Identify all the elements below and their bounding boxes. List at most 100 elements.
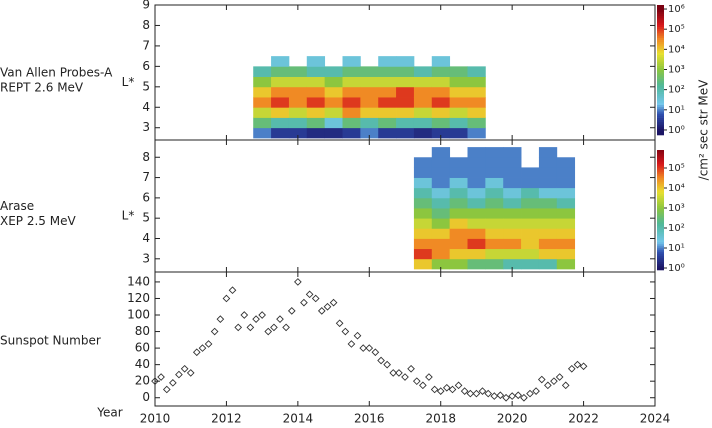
- heatmap-cell: [449, 177, 468, 189]
- colorbar-swatch: [657, 158, 664, 161]
- colorbar-tick-label: 10²: [668, 85, 685, 96]
- data-point: [258, 311, 266, 319]
- heatmap-cell: [378, 76, 397, 88]
- colorbar-swatch: [657, 22, 664, 25]
- heatmap-cell: [467, 147, 486, 158]
- heatmap-cell: [413, 228, 433, 239]
- colorbar-swatch: [657, 33, 664, 36]
- data-point: [436, 387, 445, 395]
- colorbar-swatch: [657, 256, 664, 259]
- heatmap-cell: [449, 97, 468, 108]
- heatmap-cell: [431, 86, 451, 98]
- colorbar-swatch: [657, 5, 664, 8]
- y-tick-label: 5: [142, 79, 150, 93]
- heatmap-cell: [413, 218, 433, 229]
- panel-frame: [154, 139, 656, 273]
- colorbar-swatch: [657, 198, 664, 201]
- heatmap-cell: [271, 107, 290, 118]
- colorbar-swatch: [657, 224, 664, 227]
- y-axis-label: L*: [122, 209, 135, 223]
- x-tick-label: 2016: [354, 412, 385, 425]
- heatmap-cell: [253, 127, 272, 139]
- colorbar-swatch: [657, 212, 664, 215]
- heatmap-cell: [378, 86, 397, 98]
- heatmap-cell: [413, 197, 433, 209]
- colorbar-swatch: [657, 39, 664, 43]
- heatmap-cell: [449, 167, 468, 178]
- heatmap-cell: [467, 107, 486, 118]
- heatmap-cell: [431, 167, 451, 178]
- colorbar-swatch: [657, 46, 664, 49]
- heatmap-cell: [413, 187, 433, 199]
- data-point: [526, 389, 534, 398]
- heatmap-cell: [449, 208, 468, 219]
- colorbar-label: /cm² sec str MeV: [697, 79, 711, 180]
- data-point: [335, 319, 344, 328]
- colorbar-swatch: [657, 164, 664, 167]
- data-point: [228, 286, 237, 295]
- heatmap-cell: [467, 197, 486, 209]
- heatmap-cell: [360, 127, 379, 139]
- heatmap-cell: [503, 177, 522, 189]
- colorbar-tick-label: 10⁴: [668, 183, 685, 194]
- heatmap-cell: [253, 86, 272, 98]
- colorbar-swatch: [657, 102, 664, 105]
- colorbar-swatch: [657, 119, 664, 123]
- heatmap-cell: [503, 187, 522, 199]
- heatmap-cell: [449, 197, 468, 209]
- data-point: [198, 344, 207, 352]
- heatmap-cell: [431, 117, 451, 129]
- heatmap-cell: [431, 228, 451, 239]
- heatmap-cell: [413, 208, 433, 219]
- data-point: [287, 307, 296, 315]
- data-point: [341, 327, 350, 336]
- colorbar-swatch: [657, 260, 664, 263]
- data-point: [169, 379, 177, 387]
- colorbar-swatch: [657, 15, 664, 19]
- heatmap-cell: [485, 258, 504, 270]
- heatmap-cell: [342, 66, 361, 77]
- data-point: [240, 311, 249, 319]
- y-tick-label: 3: [142, 120, 150, 134]
- data-point: [353, 331, 362, 340]
- y-tick-label: 8: [142, 150, 150, 164]
- heatmap-cell: [467, 238, 486, 250]
- heatmap-cell: [288, 107, 308, 118]
- heatmap-cell: [253, 97, 272, 108]
- heatmap-cell: [306, 97, 326, 108]
- heatmap-cell: [413, 238, 433, 250]
- heatmap-cell: [306, 127, 326, 139]
- data-point: [579, 362, 588, 371]
- heatmap-cell: [503, 238, 522, 250]
- data-point: [300, 298, 308, 307]
- heatmap-cell: [360, 117, 379, 129]
- heatmap-cell: [413, 258, 433, 270]
- heatmap-cell: [360, 76, 379, 88]
- heatmap-cell: [556, 238, 576, 250]
- colorbar-swatch: [657, 206, 664, 209]
- data-point: [430, 385, 439, 394]
- heatmap-cell: [396, 107, 415, 118]
- colorbar-swatch: [657, 124, 664, 127]
- heatmap-cell: [360, 97, 379, 108]
- heatmap-cell: [396, 117, 415, 129]
- colorbar-swatch: [657, 26, 664, 30]
- y-tick-label: 40: [135, 357, 150, 371]
- colorbar-swatch: [657, 266, 664, 269]
- data-point: [234, 323, 243, 332]
- heatmap-cell: [538, 258, 558, 270]
- heatmap-cell: [485, 157, 504, 168]
- data-point: [282, 323, 290, 332]
- heatmap-cell: [485, 208, 504, 219]
- colorbar-swatch: [657, 59, 664, 62]
- heatmap-cell: [503, 228, 522, 239]
- colorbar-swatch: [657, 13, 664, 17]
- y-tick-label: 8: [142, 18, 150, 32]
- heatmap-cell: [467, 117, 486, 129]
- colorbar-swatch: [657, 11, 664, 14]
- data-point: [389, 369, 398, 377]
- heatmap-cell: [538, 228, 558, 239]
- colorbar-swatch: [657, 168, 664, 171]
- colorbar-swatch: [657, 156, 664, 159]
- heatmap-cell: [467, 167, 486, 178]
